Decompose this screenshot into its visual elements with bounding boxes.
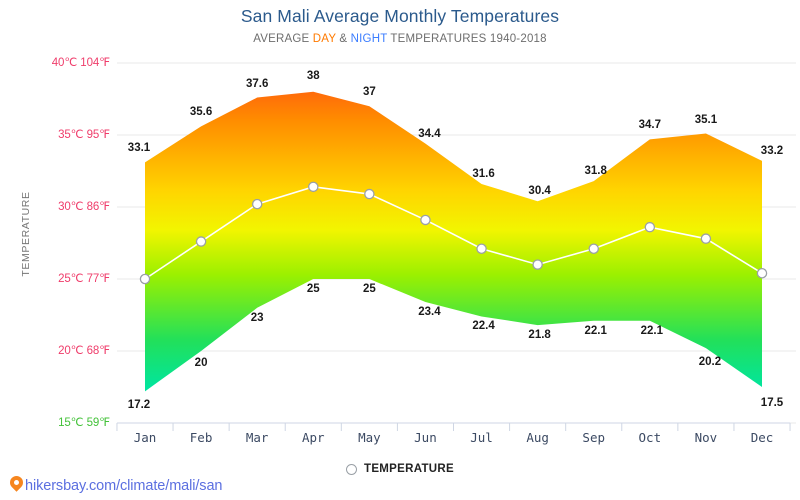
x-axis-tick-label: Jul xyxy=(470,430,493,445)
x-axis-tick-label: Sep xyxy=(582,430,605,445)
low-temp-label: 17.2 xyxy=(127,399,151,412)
legend-label: TEMPERATURE xyxy=(364,463,454,475)
y-axis-tick-label: 25℃ 77℉ xyxy=(58,273,110,285)
subtitle-post: TEMPERATURES 1940-2018 xyxy=(387,33,547,45)
subtitle-pre: AVERAGE xyxy=(253,33,313,45)
y-axis-tick-label: 20℃ 68℉ xyxy=(58,345,110,357)
low-temp-label: 22.4 xyxy=(472,320,495,333)
y-axis-tick-label: 40℃ 104℉ xyxy=(51,57,110,69)
circle-outline-icon xyxy=(346,463,357,475)
chart-legend[interactable]: TEMPERATURE xyxy=(0,463,800,475)
low-temp-label: 23 xyxy=(250,311,264,324)
high-temp-label: 33.2 xyxy=(760,144,784,157)
high-temp-label: 30.4 xyxy=(528,185,551,198)
map-pin-icon xyxy=(7,473,26,493)
mean-temperature-line xyxy=(144,186,763,280)
y-axis-tick-label: 30℃ 86℉ xyxy=(58,201,110,213)
low-temp-label: 23.4 xyxy=(418,306,441,319)
x-axis-tick-label: May xyxy=(358,430,381,445)
low-temp-label: 21.8 xyxy=(528,329,551,342)
high-temp-label: 31.8 xyxy=(584,165,607,178)
x-axis-tick-label: Jun xyxy=(414,430,437,445)
high-temp-label: 33.1 xyxy=(127,142,151,155)
chart-subtitle: AVERAGE DAY & NIGHT TEMPERATURES 1940-20… xyxy=(0,33,800,45)
high-temp-label: 35.6 xyxy=(189,106,213,119)
x-axis-tick-label: Dec xyxy=(750,430,774,445)
high-temp-label: 37.6 xyxy=(245,77,269,90)
high-temp-label: 34.4 xyxy=(418,127,441,140)
low-temp-label: 25 xyxy=(306,283,320,295)
subtitle-amp: & xyxy=(335,33,351,45)
x-axis-tick-label: Jan xyxy=(133,430,157,445)
page-title: San Mali Average Monthly Temperatures xyxy=(240,6,560,26)
low-temp-label: 25 xyxy=(362,283,376,295)
subtitle-day: DAY xyxy=(312,33,336,45)
low-temp-label: 22.1 xyxy=(584,324,607,337)
low-temp-label: 20 xyxy=(194,357,208,369)
x-axis-tick-label: Aug xyxy=(526,430,549,445)
high-temp-label: 35.1 xyxy=(694,113,718,126)
x-axis-tick-label: Feb xyxy=(189,430,213,445)
y-axis-tick-label: 15℃ 59℉ xyxy=(58,417,110,429)
source-url: hikersbay.com/climate/mali/san xyxy=(25,478,223,495)
low-temp-label: 17.5 xyxy=(760,397,784,409)
x-axis-tick-label: Apr xyxy=(301,430,325,445)
high-temp-label: 31.6 xyxy=(472,167,495,180)
low-temp-label: 22.1 xyxy=(640,324,663,337)
x-axis-ticks xyxy=(116,422,791,431)
data-point-markers xyxy=(139,181,768,285)
high-temp-label: 37 xyxy=(362,86,376,99)
x-axis-tick-label: Oct xyxy=(638,430,662,445)
source-watermark[interactable]: hikersbay.com/climate/mali/san xyxy=(7,473,223,495)
x-axis-tick-label: Nov xyxy=(694,430,718,445)
high-temp-label: 34.7 xyxy=(638,119,661,132)
low-temp-label: 20.2 xyxy=(698,356,722,369)
subtitle-night: NIGHT xyxy=(350,33,388,45)
high-temp-label: 38 xyxy=(306,69,320,82)
x-axis-tick-label: Mar xyxy=(245,430,269,445)
y-axis-tick-label: 35℃ 95℉ xyxy=(58,129,110,141)
